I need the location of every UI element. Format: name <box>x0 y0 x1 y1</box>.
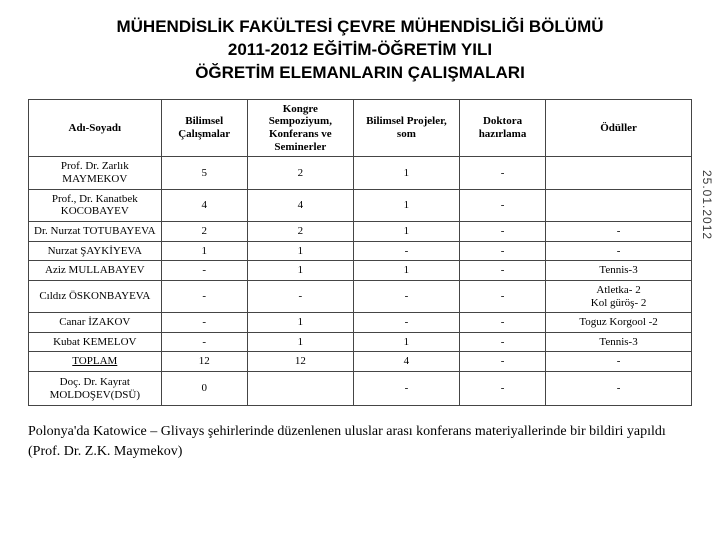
table-body: Prof. Dr. Zarlık MAYMEKOV521-Prof., Dr. … <box>29 157 692 406</box>
table-cell: 12 <box>161 352 247 372</box>
col-header: Doktora hazırlama <box>459 99 545 157</box>
table-cell: Kubat KEMELOV <box>29 332 162 352</box>
table-cell: 5 <box>161 157 247 189</box>
table-cell: 1 <box>353 157 459 189</box>
table-row: Dr. Nurzat TOTUBAYEVA221-- <box>29 221 692 241</box>
data-table: Adı-Soyadı Bilimsel Çalışmalar Kongre Se… <box>28 99 692 406</box>
table-cell: 4 <box>161 189 247 221</box>
table-cell: 1 <box>353 332 459 352</box>
table-cell: 1 <box>161 241 247 261</box>
table-cell: Canar İZAKOV <box>29 313 162 333</box>
table-cell: - <box>459 189 545 221</box>
table-cell: 0 <box>161 372 247 406</box>
table-cell: 1 <box>247 313 353 333</box>
table-cell: Tennis-3 <box>546 332 692 352</box>
table-cell: Cıldız ÖSKONBAYEVA <box>29 280 162 312</box>
table-cell: - <box>459 313 545 333</box>
slide-page: MÜHENDİSLİK FAKÜLTESİ ÇEVRE MÜHENDİSLİĞİ… <box>0 0 720 473</box>
page-title: MÜHENDİSLİK FAKÜLTESİ ÇEVRE MÜHENDİSLİĞİ… <box>28 16 692 85</box>
table-row: Doç. Dr. Kayrat MOLDOŞEV(DSÜ)0--- <box>29 372 692 406</box>
col-header: Bilimsel Projeler, som <box>353 99 459 157</box>
table-cell: 1 <box>247 261 353 281</box>
table-cell: 2 <box>247 157 353 189</box>
table-cell: Toguz Korgool -2 <box>546 313 692 333</box>
table-cell: Aziz MULLABAYEV <box>29 261 162 281</box>
col-header: Bilimsel Çalışmalar <box>161 99 247 157</box>
table-cell: - <box>459 221 545 241</box>
table-cell: Prof., Dr. Kanatbek KOCOBAYEV <box>29 189 162 221</box>
table-header-row: Adı-Soyadı Bilimsel Çalışmalar Kongre Se… <box>29 99 692 157</box>
table-cell: Tennis-3 <box>546 261 692 281</box>
table-cell: - <box>459 261 545 281</box>
table-cell: - <box>353 372 459 406</box>
table-cell: - <box>161 313 247 333</box>
table-cell: - <box>161 332 247 352</box>
footer-note: Polonya'da Katowice – Glivays şehirlerin… <box>28 422 692 461</box>
table-cell: - <box>161 280 247 312</box>
table-cell: - <box>459 352 545 372</box>
table-cell <box>546 157 692 189</box>
title-line-3: ÖĞRETİM ELEMANLARIN ÇALIŞMALARI <box>28 62 692 85</box>
title-line-2: 2011-2012 EĞİTİM-ÖĞRETİM YILI <box>28 39 692 62</box>
table-cell: TOPLAM <box>29 352 162 372</box>
table-row: Aziz MULLABAYEV-11-Tennis-3 <box>29 261 692 281</box>
table-cell: - <box>353 241 459 261</box>
title-line-1: MÜHENDİSLİK FAKÜLTESİ ÇEVRE MÜHENDİSLİĞİ… <box>28 16 692 39</box>
table-cell: - <box>459 332 545 352</box>
table-cell: - <box>459 372 545 406</box>
table-row: Prof., Dr. Kanatbek KOCOBAYEV441- <box>29 189 692 221</box>
table-cell: 1 <box>247 241 353 261</box>
table-cell <box>546 189 692 221</box>
table-cell: - <box>546 352 692 372</box>
table-cell: Nurzat ŞAYKİYEVA <box>29 241 162 261</box>
table-cell: - <box>353 313 459 333</box>
table-cell: - <box>459 241 545 261</box>
col-header: Ödüller <box>546 99 692 157</box>
table-cell: 1 <box>353 261 459 281</box>
table-cell: Prof. Dr. Zarlık MAYMEKOV <box>29 157 162 189</box>
table-cell: 12 <box>247 352 353 372</box>
table-cell: - <box>546 372 692 406</box>
table-cell: 1 <box>353 221 459 241</box>
table-row: Nurzat ŞAYKİYEVA11--- <box>29 241 692 261</box>
side-date: 25.01.2012 <box>700 170 714 240</box>
table-cell: - <box>161 261 247 281</box>
table-cell: - <box>546 241 692 261</box>
table-cell: Doç. Dr. Kayrat MOLDOŞEV(DSÜ) <box>29 372 162 406</box>
table-cell: - <box>459 157 545 189</box>
table-row: Cıldız ÖSKONBAYEVA----Atletka- 2Kol gürö… <box>29 280 692 312</box>
table-row: Canar İZAKOV-1--Toguz Korgool -2 <box>29 313 692 333</box>
table-cell: - <box>353 280 459 312</box>
col-header: Kongre Sempoziyum, Konferans ve Seminerl… <box>247 99 353 157</box>
table-cell: 4 <box>247 189 353 221</box>
table-row: Kubat KEMELOV-11-Tennis-3 <box>29 332 692 352</box>
table-cell: - <box>546 221 692 241</box>
table-cell: Atletka- 2Kol güröş- 2 <box>546 280 692 312</box>
table-cell: 1 <box>247 332 353 352</box>
table-cell: 2 <box>247 221 353 241</box>
col-header: Adı-Soyadı <box>29 99 162 157</box>
table-cell: 4 <box>353 352 459 372</box>
table-cell <box>247 372 353 406</box>
table-cell: 1 <box>353 189 459 221</box>
table-cell: Dr. Nurzat TOTUBAYEVA <box>29 221 162 241</box>
table-row: Prof. Dr. Zarlık MAYMEKOV521- <box>29 157 692 189</box>
table-cell: - <box>459 280 545 312</box>
table-cell: - <box>247 280 353 312</box>
table-cell: 2 <box>161 221 247 241</box>
table-row: TOPLAM12124-- <box>29 352 692 372</box>
